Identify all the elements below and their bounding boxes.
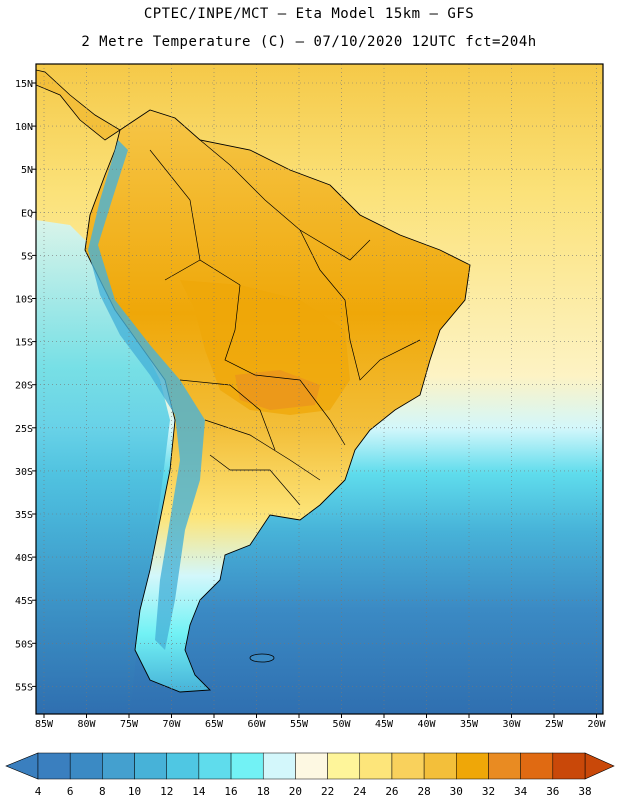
colorbar-swatch — [391, 752, 425, 780]
colorbar-label: 20 — [289, 785, 302, 798]
andes-cold-ridge — [88, 140, 205, 650]
lon-tick-label: 55W — [290, 719, 309, 730]
colorbar-label: 18 — [257, 785, 270, 798]
colorbar-swatch — [423, 752, 457, 780]
lat-tick-label: EQ — [21, 208, 33, 219]
colorbar-left-arrow — [5, 752, 39, 780]
colorbar-swatch — [230, 752, 264, 780]
map-area — [36, 64, 603, 714]
longitude-labels: 85W 80W 75W 70W 65W 60W 55W 50W 45W 40W 35W 30W 25W 2… — [35, 714, 607, 730]
colorbar-label: 6 — [67, 785, 74, 798]
lon-tick-label: 45W — [375, 719, 394, 730]
lat-tick-label: 15N — [15, 79, 33, 90]
lat-tick-label: 10S — [15, 295, 33, 306]
colorbar: 4 6 8 10 12 14 16 18 20 22 24 26 28 30 32 34 36 38 — [5, 752, 615, 798]
colorbar-swatch — [456, 752, 489, 780]
title-line-1: CPTEC/INPE/MCT – Eta Model 15km – GFS — [143, 6, 475, 22]
colorbar-label: 10 — [128, 785, 141, 798]
colorbar-right-arrow — [584, 752, 615, 780]
lat-tick-label: 10N — [15, 122, 33, 133]
colorbar-label: 32 — [482, 785, 495, 798]
lon-tick-label: 60W — [247, 719, 266, 730]
lon-tick-label: 80W — [77, 719, 96, 730]
colorbar-swatch — [295, 752, 328, 780]
lon-tick-label: 20W — [587, 719, 606, 730]
lon-tick-label: 85W — [35, 719, 54, 730]
colorbar-label: 24 — [353, 785, 367, 798]
colorbar-label: 38 — [578, 785, 591, 798]
lon-tick-label: 30W — [502, 719, 521, 730]
colorbar-label: 4 — [35, 785, 42, 798]
colorbar-label: 22 — [321, 785, 334, 798]
title-line-2: 2 Metre Temperature (C) – 07/10/2020 12U… — [81, 34, 537, 50]
country-borders — [149, 139, 421, 506]
colorbar-swatch — [488, 752, 521, 780]
lat-tick-label: 5S — [21, 251, 33, 262]
lat-tick-label: 20S — [15, 381, 33, 392]
colorbar-swatch — [166, 752, 200, 780]
lon-tick-label: 70W — [162, 719, 181, 730]
lat-tick-label: 5N — [21, 165, 33, 176]
lat-tick-label: 55S — [15, 682, 33, 693]
lat-tick-label: 45S — [15, 596, 33, 607]
colorbar-label: 16 — [224, 785, 237, 798]
colorbar-swatch — [327, 752, 361, 780]
colorbar-swatch — [359, 752, 393, 780]
colorbar-label: 14 — [192, 785, 206, 798]
lat-tick-label: 50S — [15, 639, 33, 650]
colorbar-label: 34 — [514, 785, 528, 798]
colorbar-swatch — [102, 752, 135, 780]
colorbar-swatch — [262, 752, 296, 780]
colorbar-label: 8 — [99, 785, 106, 798]
lat-tick-label: 40S — [15, 553, 33, 564]
lat-tick-label: 25S — [15, 424, 33, 435]
colorbar-label: 12 — [160, 785, 173, 798]
lon-tick-label: 50W — [332, 719, 351, 730]
lon-tick-label: 25W — [545, 719, 564, 730]
colorbar-swatch — [552, 752, 586, 780]
latitude-labels: 15N 10N 5N EQ 5S 10S 15S 20S 25S 30S 35S 40S 45S 50S 5… — [15, 79, 36, 693]
colorbar-swatch — [134, 752, 167, 780]
map-frame — [35, 63, 604, 715]
colorbar-swatch — [69, 752, 103, 780]
lon-tick-label: 75W — [120, 719, 139, 730]
lon-tick-label: 65W — [205, 719, 224, 730]
colorbar-label: 26 — [385, 785, 398, 798]
lat-tick-label: 15S — [15, 338, 33, 349]
colorbar-swatch — [198, 752, 232, 780]
central-america — [36, 69, 121, 141]
colorbar-label: 30 — [450, 785, 463, 798]
graticule — [36, 64, 603, 714]
lon-tick-label: 40W — [417, 719, 436, 730]
colorbar-label: 28 — [417, 785, 430, 798]
falkland-islands — [249, 653, 275, 663]
lat-tick-label: 30S — [15, 467, 33, 478]
lon-tick-label: 35W — [460, 719, 479, 730]
lat-tick-label: 35S — [15, 510, 33, 521]
colorbar-swatch — [37, 752, 71, 780]
colorbar-swatch — [520, 752, 554, 780]
colorbar-label: 36 — [546, 785, 559, 798]
